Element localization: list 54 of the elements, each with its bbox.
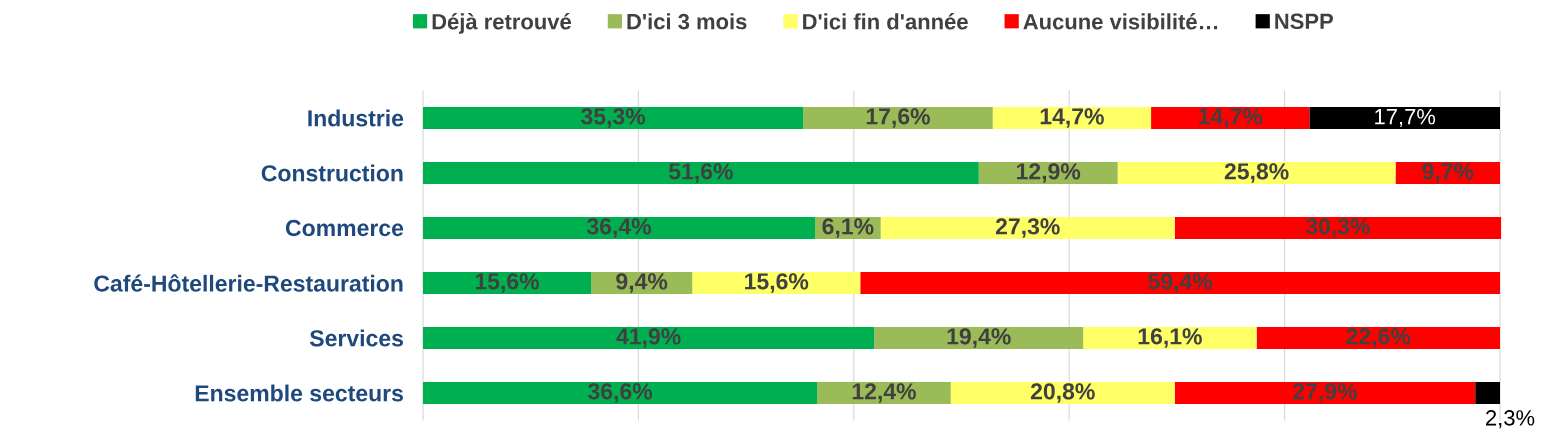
data-label: 41,9% [616,328,681,348]
data-label: 20,8% [1030,383,1095,403]
data-label: 30,3% [1305,218,1370,238]
data-label: 25,8% [1224,163,1289,183]
data-label: 19,4% [947,328,1011,348]
bar [1174,217,1502,240]
data-label: 36,4% [586,218,651,238]
data-label: 27,9% [1293,383,1357,403]
data-label: 59,4% [1148,273,1213,293]
y-tick-label: Café-Hôtellerie-Restauration [94,274,403,292]
data-label: 14,7% [1199,108,1263,128]
bar [1174,382,1476,404]
data-label: 14,7% [1040,108,1104,128]
legend-label: D'ici fin d'année [803,13,968,30]
data-label: 9,7% [1422,163,1474,183]
legend-label: Aucune visibilité… [1023,13,1218,30]
y-tick-label: Services [309,329,403,347]
bar [1117,162,1396,185]
data-label: 2,3% [1486,410,1535,429]
data-label: 51,6% [668,163,733,183]
bar [1256,327,1500,349]
bar [423,107,804,129]
bar [880,217,1175,240]
legend-label: Déjà retrouvé [432,13,571,34]
bar [423,162,979,185]
y-tick-label: Commerce [285,219,404,237]
data-label: 22,6% [1346,328,1411,348]
legend-label: D'ici 3 mois [627,13,747,30]
bar [423,327,875,349]
data-label: 17,6% [866,108,930,128]
y-tick-label: Ensemble secteurs [195,384,403,402]
bar [1475,382,1500,404]
data-label: 12,4% [852,383,916,403]
data-label: 36,6% [588,383,653,403]
bar [860,272,1500,294]
bar [1083,327,1257,349]
legend-label: NSPP [1275,13,1333,30]
data-label: 12,9% [1017,163,1081,183]
data-label: 27,3% [995,218,1060,238]
y-tick-label: Industrie [308,109,404,127]
bar [874,327,1084,349]
data-label: 16,1% [1138,328,1202,348]
data-label: 15,6% [745,273,809,293]
data-label: 6,1% [822,218,874,238]
y-tick-label: Construction [261,164,403,182]
bar [803,107,993,129]
data-label: 15,6% [475,273,539,293]
bar [950,382,1175,404]
data-label: 35,3% [581,108,646,128]
data-label: 9,4% [616,273,668,293]
bar [1309,107,1500,129]
data-label: 17,7% [1375,108,1436,128]
bar [423,217,816,240]
bar [423,382,818,404]
